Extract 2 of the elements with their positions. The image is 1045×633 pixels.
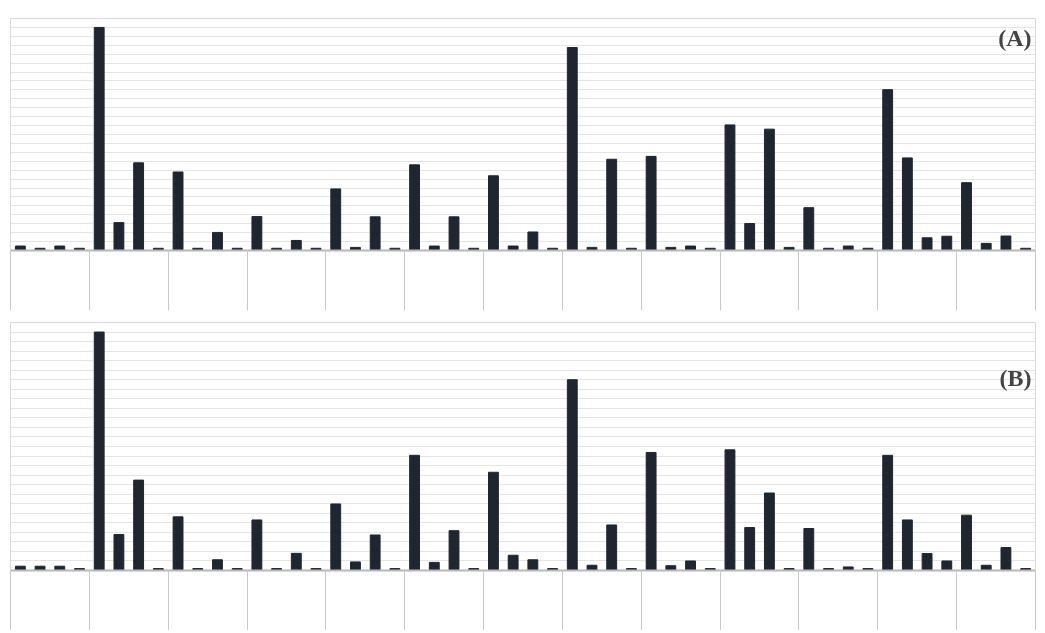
annotation: (A)	[998, 24, 1032, 51]
annotation: (B)	[999, 364, 1032, 391]
